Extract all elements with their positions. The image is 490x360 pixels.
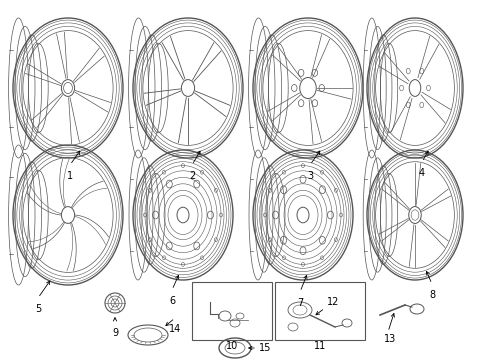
Text: 13: 13	[384, 334, 396, 344]
Text: 15: 15	[259, 343, 271, 353]
Text: 12: 12	[327, 297, 340, 307]
Text: 2: 2	[189, 171, 195, 181]
Text: 3: 3	[307, 171, 313, 181]
Text: 4: 4	[419, 168, 425, 178]
Text: 7: 7	[297, 298, 303, 308]
Text: 5: 5	[35, 304, 41, 314]
Bar	[275, 282, 365, 340]
Text: 8: 8	[429, 290, 435, 300]
Text: 14: 14	[169, 324, 181, 334]
Text: 9: 9	[112, 328, 118, 338]
Text: 11: 11	[314, 341, 326, 351]
Text: 10: 10	[226, 341, 238, 351]
Bar	[192, 282, 272, 340]
Text: 6: 6	[169, 296, 175, 306]
Text: 1: 1	[67, 171, 73, 181]
